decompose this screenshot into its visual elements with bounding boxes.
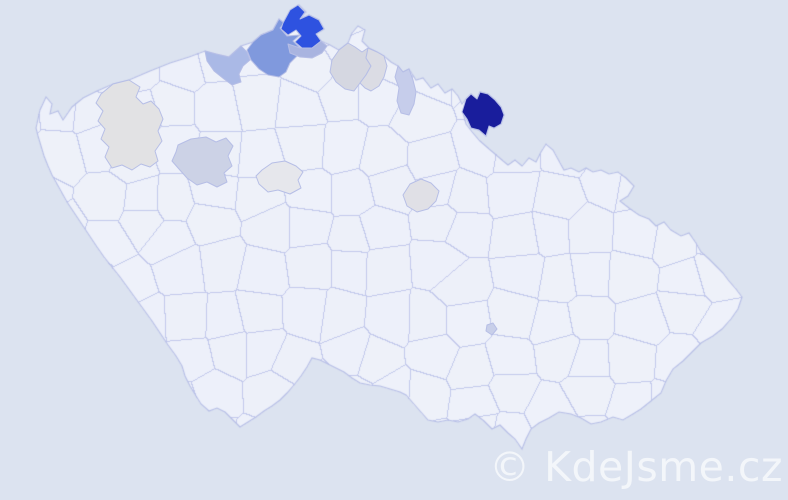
site-watermark: © KdeJsme.cz (489, 443, 783, 491)
